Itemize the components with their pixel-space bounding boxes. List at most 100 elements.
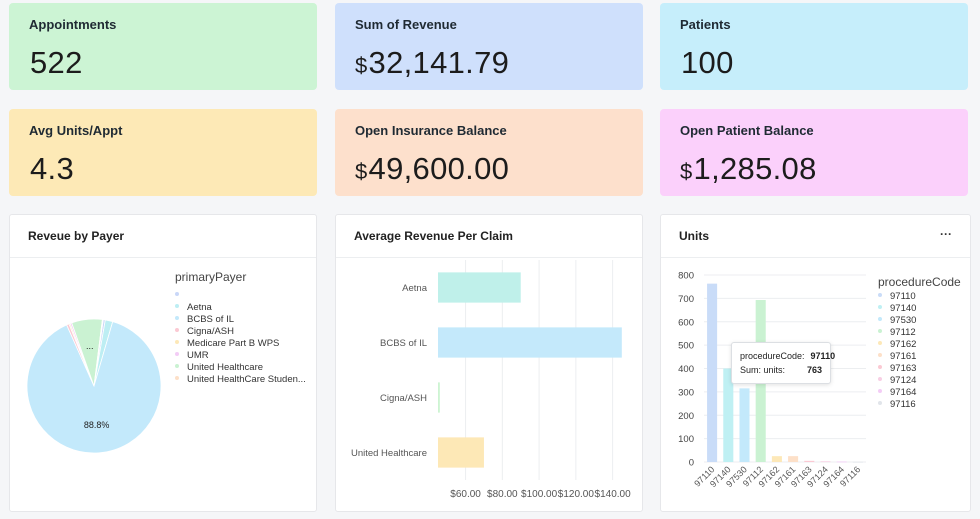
legend-label: UMR: [187, 350, 209, 361]
panel-title: Reveue by Payer: [28, 229, 125, 243]
tooltip-value: 763: [806, 365, 822, 375]
x-tick-label: $140.00: [595, 489, 632, 500]
legend-swatch: [878, 293, 882, 298]
kpi-value: 4.3: [30, 151, 74, 186]
bar[interactable]: [836, 461, 847, 463]
bar[interactable]: [788, 456, 799, 462]
legend-swatch: [878, 341, 882, 346]
panel-divider: [661, 257, 970, 258]
y-category-label: Aetna: [402, 283, 428, 294]
kpi-title: Open Patient Balance: [680, 123, 814, 138]
y-tick-label: 400: [678, 364, 694, 375]
bar[interactable]: [723, 368, 734, 463]
bar[interactable]: [804, 460, 815, 462]
x-tick-label: $80.00: [487, 489, 518, 500]
pie-chart: 88.8%...: [26, 318, 162, 454]
bar[interactable]: [438, 272, 521, 303]
kpi-title: Open Insurance Balance: [355, 123, 507, 138]
y-tick-label: 300: [678, 387, 694, 398]
bar[interactable]: [707, 283, 718, 462]
bar[interactable]: [771, 456, 782, 462]
chart-tooltip: procedureCode: 97110 Sum: units: 763: [731, 342, 835, 384]
bar[interactable]: [438, 327, 622, 358]
kpi-open-patient-balance[interactable]: Open Patient Balance $1,285.08: [660, 109, 968, 196]
legend-item[interactable]: United Healthcare: [175, 362, 310, 374]
legend-title: primaryPayer: [175, 270, 247, 284]
tooltip-label: Sum: units:: [740, 365, 786, 375]
legend-item[interactable]: 97116: [878, 399, 968, 411]
horizontal-bar-chart: $60.00 $80.00 $100.00 $120.00 $140.00 Aetna BC…: [351, 260, 632, 500]
legend-item[interactable]: 97161: [878, 351, 968, 363]
y-tick-label: 200: [678, 411, 694, 422]
x-tick-label: $100.00: [521, 489, 558, 500]
legend-item[interactable]: UMR: [175, 350, 310, 362]
legend-label: United Healthcare: [187, 362, 264, 373]
kpi-value: $1,285.08: [680, 151, 817, 186]
legend-item[interactable]: 97162: [878, 339, 968, 351]
kpi-title: Appointments: [29, 17, 117, 32]
legend-swatch: [878, 389, 882, 394]
legend-item[interactable]: 97110: [878, 291, 968, 303]
kpi-value: $32,141.79: [355, 45, 510, 80]
pie-slice[interactable]: [26, 321, 162, 454]
y-tick-label: 600: [678, 317, 694, 328]
legend-label: 97161: [890, 351, 917, 362]
x-tick-label: $120.00: [558, 489, 595, 500]
kpi-open-insurance-balance[interactable]: Open Insurance Balance $49,600.00: [335, 109, 643, 196]
y-tick-label: 0: [689, 458, 694, 469]
kpi-value: $49,600.00: [355, 151, 510, 186]
bar[interactable]: [820, 461, 831, 463]
legend-item[interactable]: Aetna: [175, 302, 310, 314]
y-tick-label: 100: [678, 434, 694, 445]
legend-title: procedureCode: [878, 275, 961, 289]
legend-swatch: [175, 352, 179, 357]
legend-swatch: [878, 377, 882, 382]
kpi-sum-of-revenue[interactable]: Sum of Revenue $32,141.79: [335, 3, 643, 90]
legend-item[interactable]: United HealthCare Studen...: [175, 374, 310, 386]
bar[interactable]: [852, 461, 863, 463]
kpi-avg-units-appt[interactable]: Avg Units/Appt 4.3: [9, 109, 317, 196]
legend-swatch: [175, 316, 179, 321]
pie-legend: Aetna BCBS of IL Cigna/ASH Medicare Part B …: [175, 290, 310, 386]
legend-swatch: [175, 340, 179, 345]
legend-swatch: [878, 329, 882, 334]
legend-label: United HealthCare Studen...: [187, 374, 306, 385]
legend-swatch: [878, 305, 882, 310]
legend-item[interactable]: 97530: [878, 315, 968, 327]
legend-swatch: [175, 304, 179, 309]
legend-item[interactable]: Cigna/ASH: [175, 326, 310, 338]
legend-label: 97164: [890, 387, 917, 398]
kpi-value: 522: [30, 45, 83, 80]
legend-label: Medicare Part B WPS: [187, 338, 280, 349]
legend-swatch: [878, 401, 882, 406]
y-category-label: BCBS of IL: [380, 338, 427, 349]
legend-item[interactable]: Medicare Part B WPS: [175, 338, 310, 350]
bar[interactable]: [438, 382, 440, 413]
legend-label: 97530: [890, 315, 917, 326]
legend-item[interactable]: 97163: [878, 363, 968, 375]
x-tick-label: $60.00: [450, 489, 481, 500]
pie-slice[interactable]: [93, 319, 104, 387]
kpi-value: 100: [681, 45, 734, 80]
legend-item[interactable]: BCBS of IL: [175, 314, 310, 326]
kpi-patients[interactable]: Patients 100: [660, 3, 968, 90]
legend-item[interactable]: 97140: [878, 303, 968, 315]
kpi-appointments[interactable]: Appointments 522: [9, 3, 317, 90]
legend-label: 97163: [890, 363, 917, 374]
bar[interactable]: [438, 437, 484, 468]
legend-item[interactable]: 97164: [878, 387, 968, 399]
pie-data-label: 88.8%: [84, 420, 110, 430]
pie-data-label: ...: [86, 341, 94, 351]
legend-label: 97140: [890, 303, 917, 314]
panel-average-revenue-per-claim: Average Revenue Per Claim $60.00 $80.00 $1…: [335, 214, 643, 512]
bar[interactable]: [739, 388, 750, 462]
legend-item[interactable]: 97124: [878, 375, 968, 387]
kpi-title: Patients: [680, 17, 731, 32]
more-options-icon[interactable]: ···: [940, 227, 952, 241]
kpi-title: Avg Units/Appt: [29, 123, 123, 138]
legend-item[interactable]: [175, 290, 310, 302]
units-legend: 97110 97140 97530 97112 97162 97161 97163 97124…: [878, 291, 968, 411]
legend-swatch: [175, 376, 179, 381]
legend-swatch: [878, 353, 882, 358]
legend-item[interactable]: 97112: [878, 327, 968, 339]
